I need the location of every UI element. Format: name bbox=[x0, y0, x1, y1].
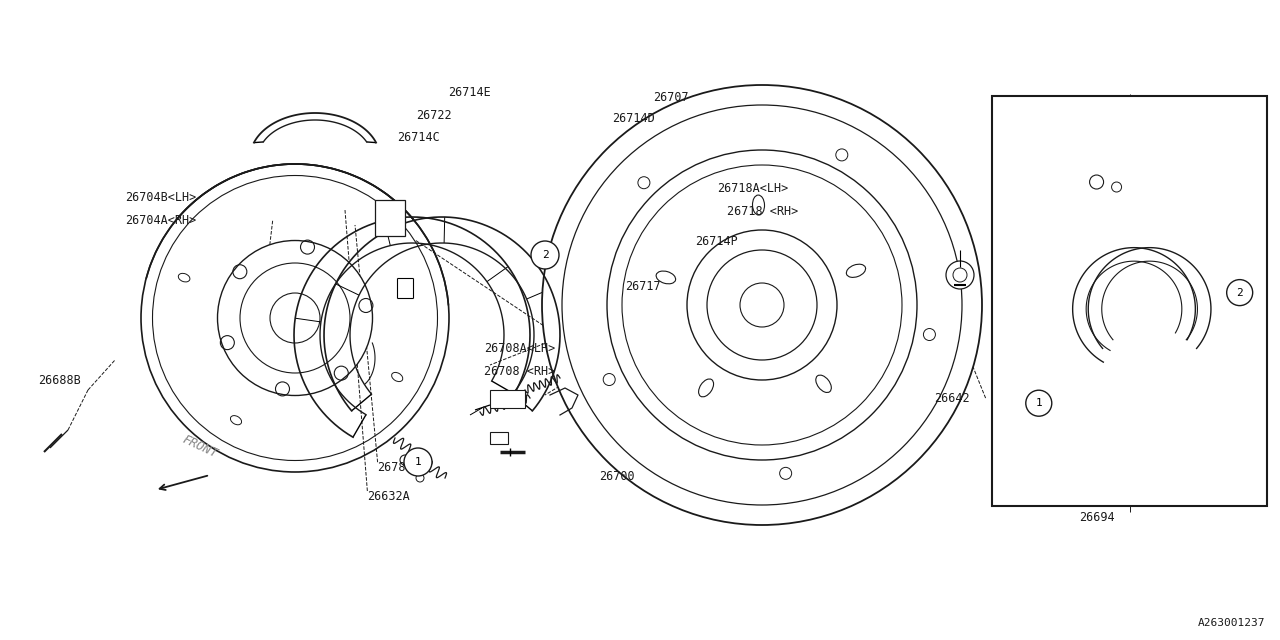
Circle shape bbox=[404, 448, 433, 476]
Circle shape bbox=[1226, 280, 1253, 306]
Text: 26632A: 26632A bbox=[367, 490, 410, 502]
Text: 26714E: 26714E bbox=[448, 86, 490, 99]
Text: 26714D: 26714D bbox=[612, 112, 654, 125]
Text: 26788A: 26788A bbox=[378, 461, 420, 474]
Text: 26688B: 26688B bbox=[38, 374, 81, 387]
Circle shape bbox=[1025, 390, 1052, 416]
Circle shape bbox=[946, 261, 974, 289]
Bar bbox=[992, 96, 1267, 506]
Circle shape bbox=[541, 85, 982, 525]
Text: 26718 <RH>: 26718 <RH> bbox=[727, 205, 799, 218]
Text: 26717: 26717 bbox=[625, 280, 660, 293]
Text: 1: 1 bbox=[415, 457, 421, 467]
Circle shape bbox=[1089, 175, 1103, 189]
Bar bbox=[375, 200, 404, 236]
Text: 26694: 26694 bbox=[1079, 511, 1115, 524]
Text: 26788A: 26788A bbox=[1089, 456, 1130, 466]
Text: 26722: 26722 bbox=[416, 109, 452, 122]
Text: 2: 2 bbox=[1236, 287, 1243, 298]
Text: 1: 1 bbox=[1036, 398, 1042, 408]
Text: 26700: 26700 bbox=[599, 470, 635, 483]
Bar bbox=[490, 432, 508, 444]
Text: 26632A: 26632A bbox=[1080, 479, 1121, 489]
Text: 26718A<LH>: 26718A<LH> bbox=[717, 182, 788, 195]
Bar bbox=[490, 390, 525, 408]
Text: A263001237: A263001237 bbox=[1198, 618, 1265, 628]
Text: 26708A<LH>: 26708A<LH> bbox=[484, 342, 556, 355]
Text: 26714P: 26714P bbox=[695, 236, 737, 248]
Circle shape bbox=[531, 241, 559, 269]
Text: 2: 2 bbox=[541, 250, 548, 260]
Circle shape bbox=[707, 250, 817, 360]
Text: 26704A<RH>: 26704A<RH> bbox=[125, 214, 197, 227]
Circle shape bbox=[416, 474, 424, 482]
Text: FRONT: FRONT bbox=[180, 433, 220, 461]
Text: 26714C: 26714C bbox=[397, 131, 439, 144]
Ellipse shape bbox=[218, 241, 372, 396]
Text: 26704B<LH>: 26704B<LH> bbox=[125, 191, 197, 204]
Text: 26707: 26707 bbox=[653, 91, 689, 104]
Circle shape bbox=[401, 455, 410, 465]
Text: 26708 <RH>: 26708 <RH> bbox=[484, 365, 556, 378]
Text: 26642: 26642 bbox=[934, 392, 970, 404]
Circle shape bbox=[1111, 182, 1121, 192]
